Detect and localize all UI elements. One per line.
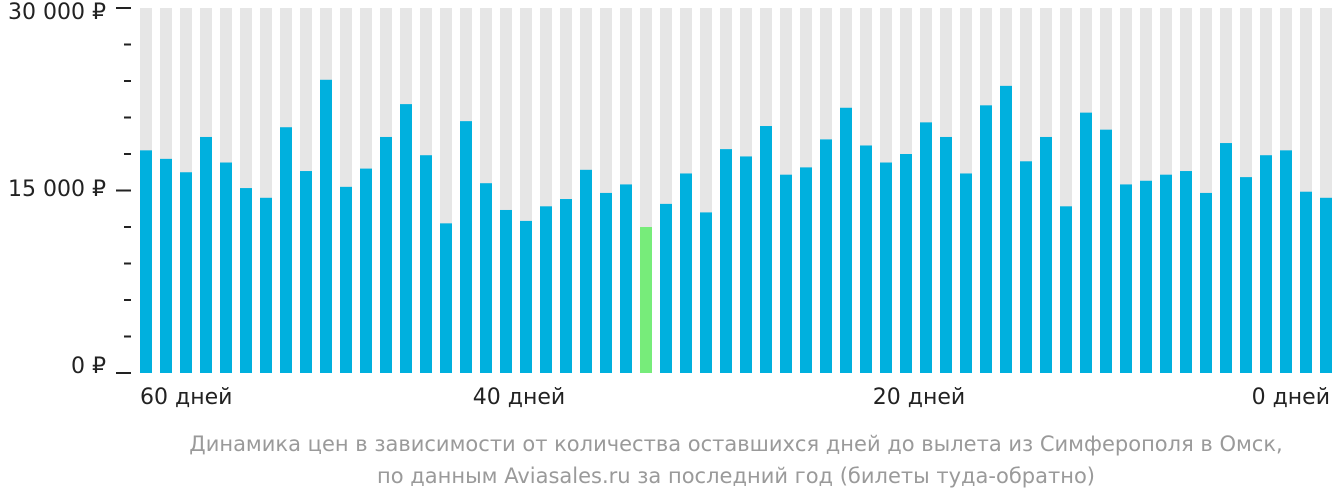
price-bar[interactable] bbox=[860, 145, 872, 373]
y-tick-label-2: 30 000 ₽ bbox=[8, 0, 106, 25]
price-bar[interactable] bbox=[1000, 85, 1012, 373]
price-bar[interactable] bbox=[300, 171, 312, 373]
price-bar[interactable] bbox=[240, 188, 252, 373]
price-bar[interactable] bbox=[1200, 192, 1212, 373]
price-bar[interactable] bbox=[180, 172, 192, 373]
price-bar[interactable] bbox=[740, 156, 752, 373]
price-bar[interactable] bbox=[680, 173, 692, 373]
x-tick-label-2: 20 дней bbox=[873, 385, 965, 410]
price-bar[interactable] bbox=[440, 223, 452, 373]
price-bar[interactable] bbox=[1140, 180, 1152, 373]
price-bar[interactable] bbox=[280, 127, 292, 373]
price-bar[interactable] bbox=[980, 105, 992, 373]
price-bar[interactable] bbox=[620, 184, 632, 373]
price-bar[interactable] bbox=[1240, 177, 1252, 373]
price-bar[interactable] bbox=[780, 174, 792, 373]
price-bar[interactable] bbox=[900, 154, 912, 373]
price-bar[interactable] bbox=[720, 149, 732, 373]
price-bar-cheapest[interactable] bbox=[640, 227, 652, 373]
x-axis: 60 дней 40 дней 20 дней 0 дней bbox=[140, 385, 1330, 410]
price-bar[interactable] bbox=[560, 199, 572, 373]
price-bar[interactable] bbox=[1300, 191, 1312, 373]
price-bar[interactable] bbox=[140, 150, 152, 373]
price-bar[interactable] bbox=[1320, 197, 1332, 373]
price-bars bbox=[140, 79, 1332, 374]
x-tick-label-3: 0 дней bbox=[1252, 385, 1330, 410]
price-bar[interactable] bbox=[880, 162, 892, 373]
price-bar[interactable] bbox=[840, 107, 852, 374]
price-bar[interactable] bbox=[1260, 155, 1272, 373]
price-bar[interactable] bbox=[400, 104, 412, 373]
price-bar[interactable] bbox=[920, 122, 932, 373]
price-bar[interactable] bbox=[1280, 150, 1292, 373]
price-bar[interactable] bbox=[960, 173, 972, 373]
y-tick-label-0: 0 ₽ bbox=[71, 354, 106, 379]
price-bar[interactable] bbox=[1100, 129, 1112, 373]
price-bar[interactable] bbox=[1020, 161, 1032, 373]
price-bar[interactable] bbox=[660, 203, 672, 373]
price-bar[interactable] bbox=[320, 79, 332, 374]
price-bar[interactable] bbox=[700, 212, 712, 373]
price-bar[interactable] bbox=[820, 139, 832, 373]
chart-caption-line-2: по данным Aviasales.ru за последний год … bbox=[377, 464, 1095, 488]
background-bars bbox=[140, 8, 1332, 373]
x-tick-label-1: 40 дней bbox=[473, 385, 565, 410]
price-bar[interactable] bbox=[1060, 206, 1072, 373]
price-bar[interactable] bbox=[500, 209, 512, 373]
price-bar[interactable] bbox=[800, 167, 812, 373]
price-bar[interactable] bbox=[580, 169, 592, 373]
price-bar[interactable] bbox=[220, 162, 232, 373]
price-bar[interactable] bbox=[600, 192, 612, 373]
y-tick-label-1: 15 000 ₽ bbox=[8, 177, 106, 202]
price-bar[interactable] bbox=[1080, 112, 1092, 373]
price-bar[interactable] bbox=[260, 197, 272, 373]
price-bar[interactable] bbox=[200, 136, 212, 373]
price-bar[interactable] bbox=[1220, 143, 1232, 373]
price-bar[interactable] bbox=[540, 206, 552, 373]
price-bar[interactable] bbox=[360, 168, 372, 373]
price-chart: 0 ₽ 15 000 ₽ 30 000 ₽ 60 дней 40 дней 20… bbox=[8, 0, 1332, 410]
price-bar[interactable] bbox=[340, 186, 352, 373]
price-bar[interactable] bbox=[1160, 174, 1172, 373]
price-bar[interactable] bbox=[1180, 171, 1192, 373]
price-bar[interactable] bbox=[380, 136, 392, 373]
price-bar[interactable] bbox=[480, 183, 492, 373]
x-tick-label-0: 60 дней bbox=[140, 385, 232, 410]
price-bar[interactable] bbox=[520, 220, 532, 373]
y-axis: 0 ₽ 15 000 ₽ 30 000 ₽ bbox=[8, 0, 131, 379]
price-bar[interactable] bbox=[460, 121, 472, 374]
price-bar[interactable] bbox=[160, 158, 172, 373]
price-bar[interactable] bbox=[420, 155, 432, 373]
price-bar[interactable] bbox=[760, 126, 772, 374]
chart-caption-line-1: Динамика цен в зависимости от количества… bbox=[189, 432, 1283, 456]
price-bar[interactable] bbox=[1120, 184, 1132, 373]
price-bar[interactable] bbox=[940, 136, 952, 373]
price-bar[interactable] bbox=[1040, 136, 1052, 373]
